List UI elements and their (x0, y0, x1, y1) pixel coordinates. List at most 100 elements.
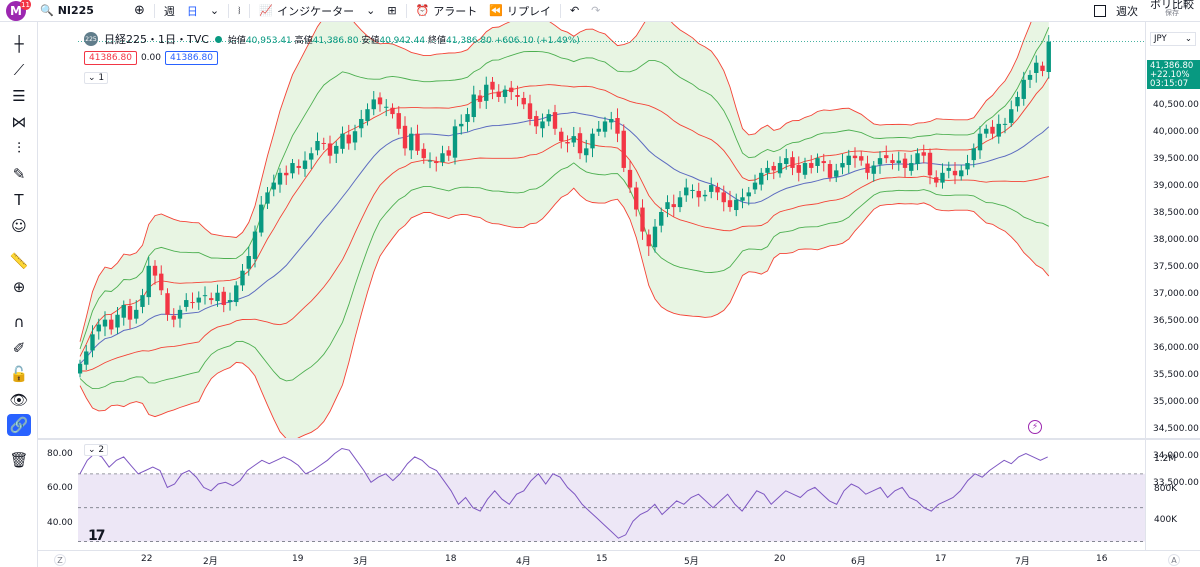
candle (727, 190, 733, 212)
candle (271, 174, 276, 197)
indicators-dropdown[interactable]: ⌄ (360, 0, 381, 22)
interval-week-button[interactable]: 週 (163, 4, 175, 18)
candle (746, 186, 751, 206)
candle (377, 92, 383, 112)
compare-button[interactable]: ⊕ (128, 0, 151, 22)
candle (421, 143, 426, 164)
candle (677, 191, 683, 213)
candle (240, 263, 245, 291)
candle (1021, 71, 1026, 106)
candle (202, 286, 208, 305)
fib-retracement-icon[interactable]: ☰ (12, 87, 26, 105)
candle (615, 108, 620, 143)
lock-drawing-icon[interactable]: ✐ (12, 339, 26, 357)
candles-type-button[interactable]: ⧘ (232, 0, 246, 22)
auto-scale-button[interactable]: A (1168, 554, 1180, 566)
candle (471, 85, 476, 123)
interval-day-button[interactable]: 日 (186, 4, 198, 18)
emoji-icon[interactable]: ☺ (11, 217, 27, 235)
candle (334, 141, 339, 163)
candle (296, 159, 301, 175)
candle (1027, 70, 1033, 89)
price-tick: 40,000.00 (1153, 127, 1199, 137)
candle (196, 291, 201, 310)
pane-divider[interactable] (38, 438, 1200, 440)
candle (140, 288, 145, 314)
alert-button[interactable]: ⏰ アラート (415, 4, 478, 18)
candle (427, 152, 433, 169)
candle (321, 137, 326, 150)
candle (259, 195, 264, 237)
indicators-button[interactable]: 📈 インジケーター (259, 4, 355, 18)
time-tick: 19 (292, 554, 304, 564)
candle (1009, 100, 1014, 127)
crosshair-icon[interactable]: ┼ (14, 35, 24, 53)
undo-button[interactable]: ↶ (564, 0, 585, 22)
candle (927, 148, 933, 185)
chevron-down-icon: ⌄ (366, 4, 376, 17)
candle (365, 103, 370, 126)
price-axis[interactable]: 40,500.00 40,000.00 39,500.00 39,000.00 38,5… (1145, 22, 1200, 488)
candle (546, 109, 551, 127)
price-chart-svg (78, 22, 1145, 438)
time-axis[interactable]: Z 22 2月 19 3月 18 4月 15 5月 20 6月 17 7月 16 A (38, 550, 1200, 567)
text-icon[interactable]: T (14, 191, 24, 209)
volatility-compare[interactable]: ボリ比較 保存 (1150, 0, 1194, 17)
link-icon[interactable]: 🔗 (7, 414, 31, 436)
rsi-tick: 60.00 (47, 483, 73, 493)
redo-button[interactable]: ↷ (585, 0, 606, 22)
currency-selector[interactable]: JPY ⌄ (1150, 32, 1196, 46)
pane1-collapse-button[interactable]: ⌄ 1 (84, 72, 109, 84)
timezone-button[interactable]: Z (54, 554, 66, 566)
candle (934, 170, 939, 188)
price-tick: 40,500.00 (1153, 100, 1199, 110)
candle (971, 143, 976, 168)
candle (1034, 55, 1039, 83)
lightning-icon[interactable]: ⚡ (1028, 420, 1042, 434)
candle (915, 148, 920, 171)
value-box-red: 41386.80 (84, 51, 137, 65)
candle (965, 154, 970, 176)
candle (790, 151, 795, 176)
grid-icon: ⊞ (387, 4, 397, 17)
eye-icon[interactable]: 👁 (9, 391, 29, 409)
price-tick: 36,000.00 (1153, 343, 1199, 353)
ruler-icon[interactable]: 📏 (9, 252, 29, 270)
replay-button[interactable]: ⏪ リプレイ (489, 4, 551, 18)
candle (290, 159, 295, 179)
candle (1015, 91, 1020, 112)
brush-icon[interactable]: ✎ (12, 165, 26, 183)
candle (784, 148, 789, 170)
candle (846, 149, 851, 174)
indicators-icon: 📈 (259, 4, 274, 17)
candle (78, 359, 83, 378)
lock-icon[interactable]: 🔓 (9, 365, 29, 383)
bollinger-band-fill (80, 22, 1049, 438)
price-chart-pane[interactable] (78, 22, 1145, 438)
market-status-dot (214, 35, 222, 43)
rsi-pane[interactable] (78, 440, 1145, 550)
candle (852, 147, 858, 168)
pane2-collapse-button[interactable]: ⌄ 2 (84, 444, 109, 456)
pattern-icon[interactable]: ⋈ (11, 113, 27, 131)
candle (1002, 117, 1008, 134)
candle (627, 160, 633, 193)
chart-title[interactable]: 日経225・1日・TVC (104, 33, 209, 46)
candle (284, 165, 289, 185)
zoom-in-icon[interactable]: ⊕ (12, 278, 26, 296)
trend-line-icon[interactable]: ⟋ (13, 61, 25, 79)
candle (190, 292, 195, 309)
layouts-button[interactable]: ⊞ (381, 0, 402, 22)
trash-icon[interactable]: 🗑 (9, 451, 29, 469)
candle (152, 260, 158, 285)
interval-dropdown[interactable]: ⌄ (204, 0, 225, 22)
prediction-icon[interactable]: ⫶ (17, 139, 21, 157)
checkbox-icon (1094, 4, 1106, 17)
magnet-icon[interactable]: ∩ (13, 313, 25, 331)
symbol-search[interactable]: 🔍 NI225 (40, 4, 94, 17)
candle (277, 168, 283, 193)
tradingview-logo[interactable]: 17 (88, 528, 106, 544)
volume-axis[interactable]: 1.2M 800K 400K (1145, 440, 1200, 550)
candle (359, 109, 364, 138)
weekly-toggle[interactable]: 週次 (1088, 0, 1144, 22)
